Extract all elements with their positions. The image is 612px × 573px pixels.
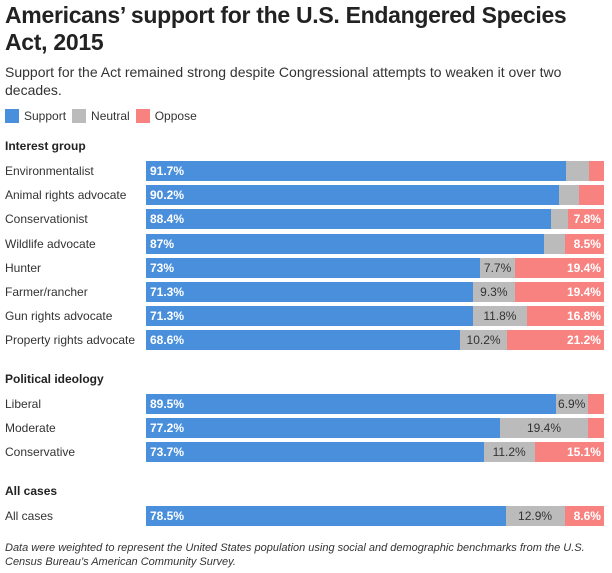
bar-segment-neutral: 11.2% [483,442,535,462]
bar-segment-support: 78.5% [146,506,506,526]
bar-segment-support: 89.5% [146,394,556,414]
category-label: Moderate [5,421,56,435]
chart-title: Americans’ support for the U.S. Endanger… [5,2,567,55]
bar-segment-support: 73.7% [146,442,484,462]
section-heading: Interest group [5,139,86,153]
legend-item-support: Support [5,109,66,123]
legend-item-oppose: Oppose [135,109,197,123]
bar-segment-oppose: 16.8% [526,306,604,326]
bar-segment-support: 77.2% [146,418,500,438]
bar-segment-neutral [565,161,589,181]
bar-segment-neutral: 10.2% [460,330,507,350]
bar-segment-oppose: 8.6% [564,506,604,526]
category-label: Hunter [5,261,42,275]
bar-segment-support: 87% [146,234,545,254]
bar-segment-neutral: 12.9% [505,506,565,526]
bar-segment-neutral: 6.9% [555,394,588,414]
legend-label: Support [24,109,67,123]
bar-segment-oppose [588,161,604,181]
bar-segment-oppose: 8.5% [565,234,604,254]
bar-segment-oppose: 15.1% [534,442,604,462]
bar-segment-support: 71.3% [146,306,473,326]
chart-subtitle: Support for the Act remained strong desp… [5,64,562,98]
legend-label: Oppose [154,109,197,123]
legend-item-neutral: Neutral [72,109,130,123]
bar-segment-oppose: 7.8% [568,209,604,229]
section-heading: All cases [5,484,58,498]
legend: Support Neutral Oppose [5,109,203,123]
category-label: Conservative [5,445,76,459]
category-label: Liberal [5,397,42,411]
bar-segment-neutral [550,209,569,229]
bar-segment-oppose [588,418,604,438]
bar-segment-oppose [578,185,604,205]
bar-segment-oppose [587,394,604,414]
category-label: Animal rights advocate [5,188,127,202]
legend-swatch-neutral [72,109,87,123]
bar-segment-support: 71.3% [146,282,473,302]
bar-segment-neutral: 9.3% [472,282,516,302]
legend-swatch-support [5,109,19,123]
bar-segment-neutral: 19.4% [499,418,589,438]
bar-segment-support: 88.4% [146,209,551,229]
bar-segment-oppose: 19.4% [515,258,604,278]
bar-segment-oppose: 19.4% [515,282,604,302]
bar-segment-support: 73% [146,258,480,278]
section-heading: Political ideology [5,372,104,386]
bar-segment-support: 91.7% [146,161,566,181]
category-label: Gun rights advocate [5,309,113,323]
category-label: Environmentalist [5,164,94,178]
category-label: Wildlife advocate [5,237,96,251]
bar-segment-neutral [544,234,566,254]
bar-segment-neutral [559,185,579,205]
bar-segment-support: 90.2% [146,185,560,205]
category-label: Conservationist [5,212,88,226]
category-label: All cases [5,509,54,523]
category-label: Property rights advocate [5,333,136,347]
legend-label: Neutral [91,109,130,123]
category-label: Farmer/rancher [5,285,88,299]
bar-segment-neutral: 11.8% [472,306,527,326]
bar-segment-oppose: 21.2% [506,330,604,350]
legend-swatch-oppose [135,109,150,123]
bar-segment-support: 68.6% [146,330,461,350]
bar-segment-neutral: 7.7% [480,258,516,278]
footnote: Data were weighted to represent the Unit… [5,542,585,568]
